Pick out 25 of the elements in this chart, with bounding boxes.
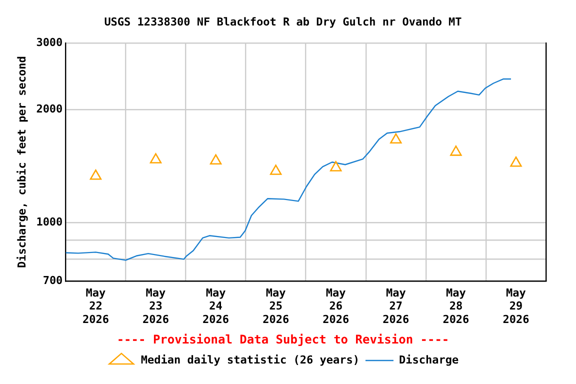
point	[210, 154, 222, 165]
x-tick-label: May 26 2026	[322, 286, 350, 326]
y-tick-label: 3000	[36, 36, 63, 50]
point	[450, 146, 462, 156]
y-axis-title: Discharge, cubic feet per second	[15, 56, 28, 268]
chart-title: USGS 12338300 NF Blackfoot R ab Dry Gulch nr Ovando MT	[104, 15, 462, 28]
y-tick-label: 2000	[36, 102, 63, 116]
y-tick-label: 1000	[36, 216, 63, 229]
legend-label: Median daily statistic (26 years)	[140, 353, 360, 366]
point	[510, 156, 522, 167]
x-tick-label: May 24 2026	[202, 286, 230, 326]
x-tick-label: May 23 2026	[142, 286, 170, 326]
x-tick-label: May 27 2026	[382, 286, 410, 326]
x-tick-label: May 25 2026	[262, 286, 290, 326]
point	[270, 164, 282, 175]
point	[390, 133, 402, 144]
x-tick-label: May 22 2026	[82, 286, 110, 326]
x-tick-label: May 28 2026	[442, 286, 470, 326]
point	[330, 161, 342, 172]
y-tick-label: 700	[42, 274, 63, 287]
x-tick-label: May 29 2026	[502, 286, 530, 326]
point	[150, 153, 162, 164]
legend-label: Discharge	[398, 353, 459, 366]
point	[90, 169, 102, 180]
text: ---- Provisional Data Subject to Revision ----	[116, 332, 450, 347]
